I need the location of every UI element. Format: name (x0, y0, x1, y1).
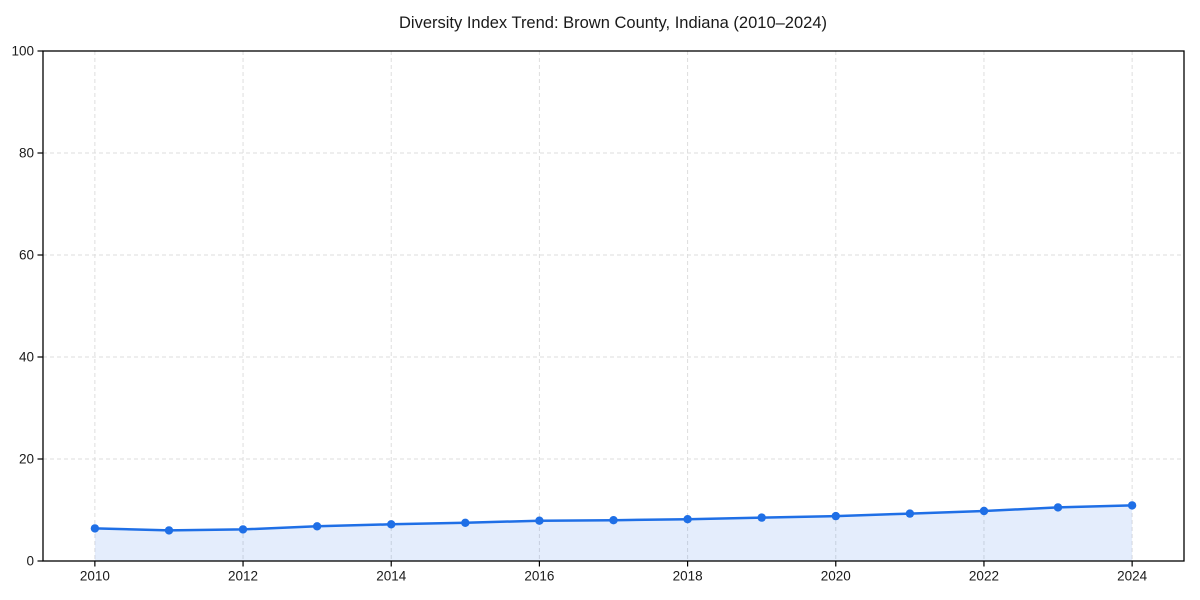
data-point-marker (905, 509, 915, 518)
x-tick-label: 2010 (80, 569, 110, 584)
x-tick-label: 2012 (228, 569, 258, 584)
y-tick-label: 0 (26, 554, 34, 569)
data-point-marker (1127, 501, 1137, 510)
x-tick-label: 2020 (821, 569, 851, 584)
data-point-marker (164, 526, 174, 535)
y-tick-label: 80 (19, 146, 34, 161)
data-point-marker (979, 506, 989, 516)
data-point-marker (535, 516, 544, 525)
x-tick-label: 2024 (1117, 569, 1148, 584)
plot-border (42, 50, 1185, 562)
y-tick-label: 60 (19, 248, 34, 263)
chart-title: Diversity Index Trend: Brown County, Ind… (399, 14, 827, 32)
data-point-marker (609, 516, 618, 525)
data-point-marker (312, 522, 322, 531)
data-point-marker (683, 515, 692, 524)
y-tick-label: 40 (19, 350, 34, 365)
x-tick-label: 2016 (524, 569, 554, 584)
data-point-marker (461, 518, 470, 527)
y-tick-label: 20 (19, 452, 34, 467)
data-point-marker (757, 513, 766, 522)
series-area (94, 505, 1133, 561)
data-point-marker (387, 520, 396, 529)
data-point-marker (238, 525, 248, 534)
x-tick-label: 2014 (376, 569, 407, 584)
x-tick-label: 2018 (673, 569, 703, 584)
data-point-marker (831, 511, 840, 521)
x-tick-label: 2022 (969, 569, 999, 584)
y-tick-label: 100 (11, 44, 34, 59)
data-point-marker (1053, 503, 1063, 512)
data-point-marker (90, 524, 100, 533)
